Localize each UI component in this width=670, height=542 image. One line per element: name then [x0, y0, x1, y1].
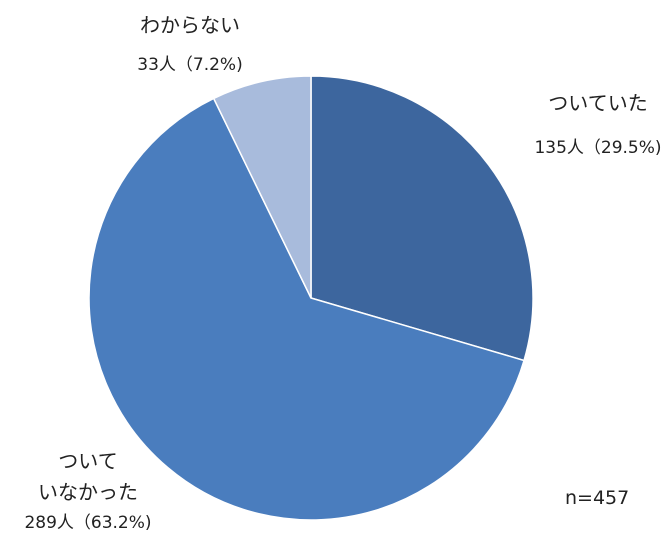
pie-slice-tsuiteita — [310, 75, 534, 362]
slice-value-tsuiteita: 135人（29.5%) — [534, 138, 661, 158]
slice-value-wakaranai: 33人（7.2%) — [137, 55, 242, 75]
pie-slices — [88, 75, 534, 521]
slice-label-wakaranai: わからない — [140, 13, 240, 37]
slice-label-tsuiteita: ついていた — [548, 91, 647, 115]
slice-value-tsuiteinakatta: 289人（63.2%) — [24, 513, 151, 533]
slice-label-tsuiteinakatta-line1: ついて — [58, 449, 117, 473]
sample-size-label: n=457 — [565, 487, 629, 509]
pie-slice-tsuiteinakatta — [88, 97, 525, 521]
slice-label-tsuiteinakatta-line2: いなかった — [38, 480, 138, 504]
pie-slice-wakaranai — [212, 75, 312, 299]
